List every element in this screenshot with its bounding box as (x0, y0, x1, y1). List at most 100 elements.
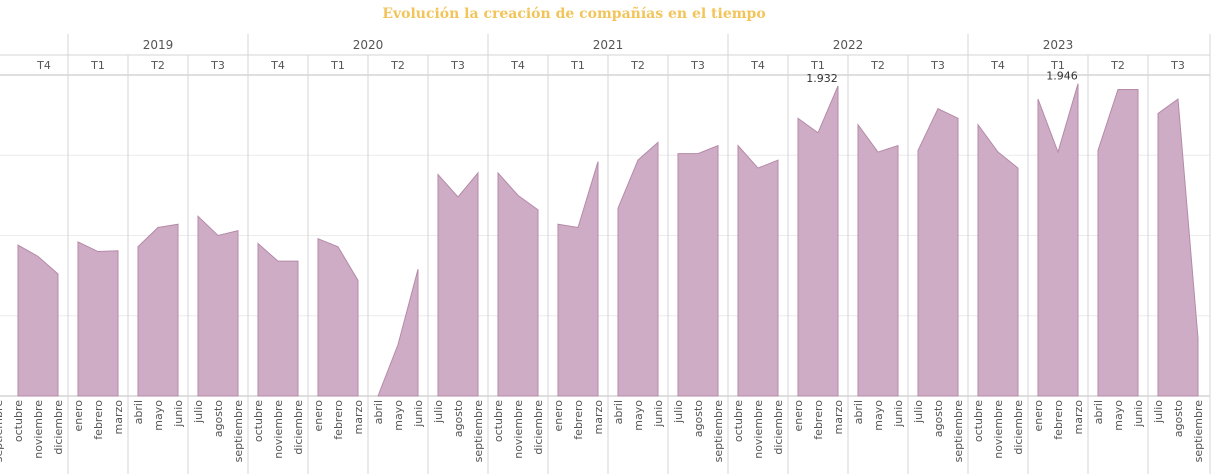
quarter-label: T1 (90, 59, 105, 72)
month-tick-label: febrero (812, 400, 825, 440)
quarter-label: T1 (330, 59, 345, 72)
area-series (377, 269, 419, 397)
year-label: 2023 (1043, 38, 1074, 52)
area-series (197, 215, 239, 397)
month-tick-label: marzo (592, 400, 605, 435)
month-tick-label: octubre (12, 400, 25, 442)
month-tick-label: septiembre (952, 400, 965, 463)
month-tick-label: junio (892, 400, 905, 428)
month-tick-label: abril (612, 400, 625, 424)
area-series (557, 161, 599, 397)
area-series (497, 171, 539, 397)
month-tick-label: octubre (252, 400, 265, 442)
month-tick-label: mayo (1112, 400, 1125, 431)
quarter-label: T3 (1170, 59, 1185, 72)
quarter-label: T2 (150, 59, 165, 72)
month-tick-label: enero (72, 400, 85, 432)
quarter-label: T4 (750, 59, 765, 72)
quarter-label: T2 (1110, 59, 1125, 72)
month-tick-label: febrero (332, 400, 345, 440)
area-series (797, 85, 839, 397)
month-tick-label: noviembre (992, 400, 1005, 459)
quarter-label: T3 (930, 59, 945, 72)
month-tick-label: septiembre (0, 400, 5, 463)
quarter-label: T2 (390, 59, 405, 72)
month-tick-label: junio (412, 400, 425, 428)
quarter-label: T3 (210, 59, 225, 72)
month-tick-label: mayo (392, 400, 405, 431)
month-tick-label: junio (172, 400, 185, 428)
area-series (917, 108, 959, 397)
year-label: 2021 (593, 38, 624, 52)
chart-title: Evolución la creación de compañías en el… (382, 6, 766, 22)
area-series (17, 244, 59, 397)
quarter-label: T2 (870, 59, 885, 72)
month-tick-label: agosto (1172, 400, 1185, 437)
month-tick-label: marzo (1072, 400, 1085, 435)
month-tick-label: marzo (112, 400, 125, 435)
area-series (1097, 88, 1139, 397)
area-series (1037, 83, 1079, 397)
month-tick-label: abril (852, 400, 865, 424)
month-tick-label: noviembre (752, 400, 765, 459)
month-tick-label: febrero (572, 400, 585, 440)
month-tick-label: junio (1132, 400, 1145, 428)
month-tick-label: mayo (152, 400, 165, 431)
year-label: 2019 (143, 38, 174, 52)
month-tick-label: julio (672, 400, 685, 424)
month-tick-label: agosto (452, 400, 465, 437)
month-tick-label: febrero (1052, 400, 1065, 440)
year-label: 2020 (353, 38, 384, 52)
data-label: 1.932 (806, 72, 838, 85)
data-label: 1.946 (1046, 70, 1078, 83)
area-series (137, 223, 179, 397)
quarter-label: T2 (630, 59, 645, 72)
month-tick-label: noviembre (512, 400, 525, 459)
area-series (437, 171, 479, 397)
month-tick-label: abril (1092, 400, 1105, 424)
month-tick-label: diciembre (52, 400, 65, 455)
month-tick-label: mayo (872, 400, 885, 431)
month-tick-label: julio (912, 400, 925, 424)
month-tick-label: octubre (732, 400, 745, 442)
month-tick-label: abril (132, 400, 145, 424)
quarter-label: T3 (690, 59, 705, 72)
quarter-label: T4 (36, 59, 51, 72)
area-series (257, 242, 299, 397)
month-tick-label: abril (372, 400, 385, 424)
month-tick-label: octubre (972, 400, 985, 442)
month-tick-label: julio (192, 400, 205, 424)
area-series (677, 144, 719, 397)
month-tick-label: enero (1032, 400, 1045, 432)
quarter-label: T4 (270, 59, 285, 72)
month-tick-label: marzo (352, 400, 365, 435)
area-series (977, 123, 1019, 397)
area-series (857, 123, 899, 397)
quarter-label: T3 (450, 59, 465, 72)
month-tick-label: enero (792, 400, 805, 432)
month-tick-label: noviembre (272, 400, 285, 459)
month-tick-label: julio (1152, 400, 1165, 424)
month-tick-label: diciembre (772, 400, 785, 455)
month-tick-label: diciembre (1012, 400, 1025, 455)
month-tick-label: septiembre (232, 400, 245, 463)
quarter-label: T1 (1050, 59, 1065, 72)
month-tick-label: enero (312, 400, 325, 432)
month-tick-label: julio (432, 400, 445, 424)
area-series (1157, 98, 1199, 397)
area-series (617, 141, 659, 397)
quarter-label: T1 (570, 59, 585, 72)
month-tick-label: mayo (632, 400, 645, 431)
month-tick-label: junio (652, 400, 665, 428)
year-label: 2022 (833, 38, 864, 52)
area-series (737, 144, 779, 397)
month-tick-label: septiembre (472, 400, 485, 463)
month-tick-label: diciembre (532, 400, 545, 455)
quarter-label: T4 (510, 59, 525, 72)
quarter-label: T4 (990, 59, 1005, 72)
month-tick-label: octubre (492, 400, 505, 442)
area-series (77, 241, 119, 397)
month-tick-label: agosto (212, 400, 225, 437)
month-tick-label: agosto (932, 400, 945, 437)
